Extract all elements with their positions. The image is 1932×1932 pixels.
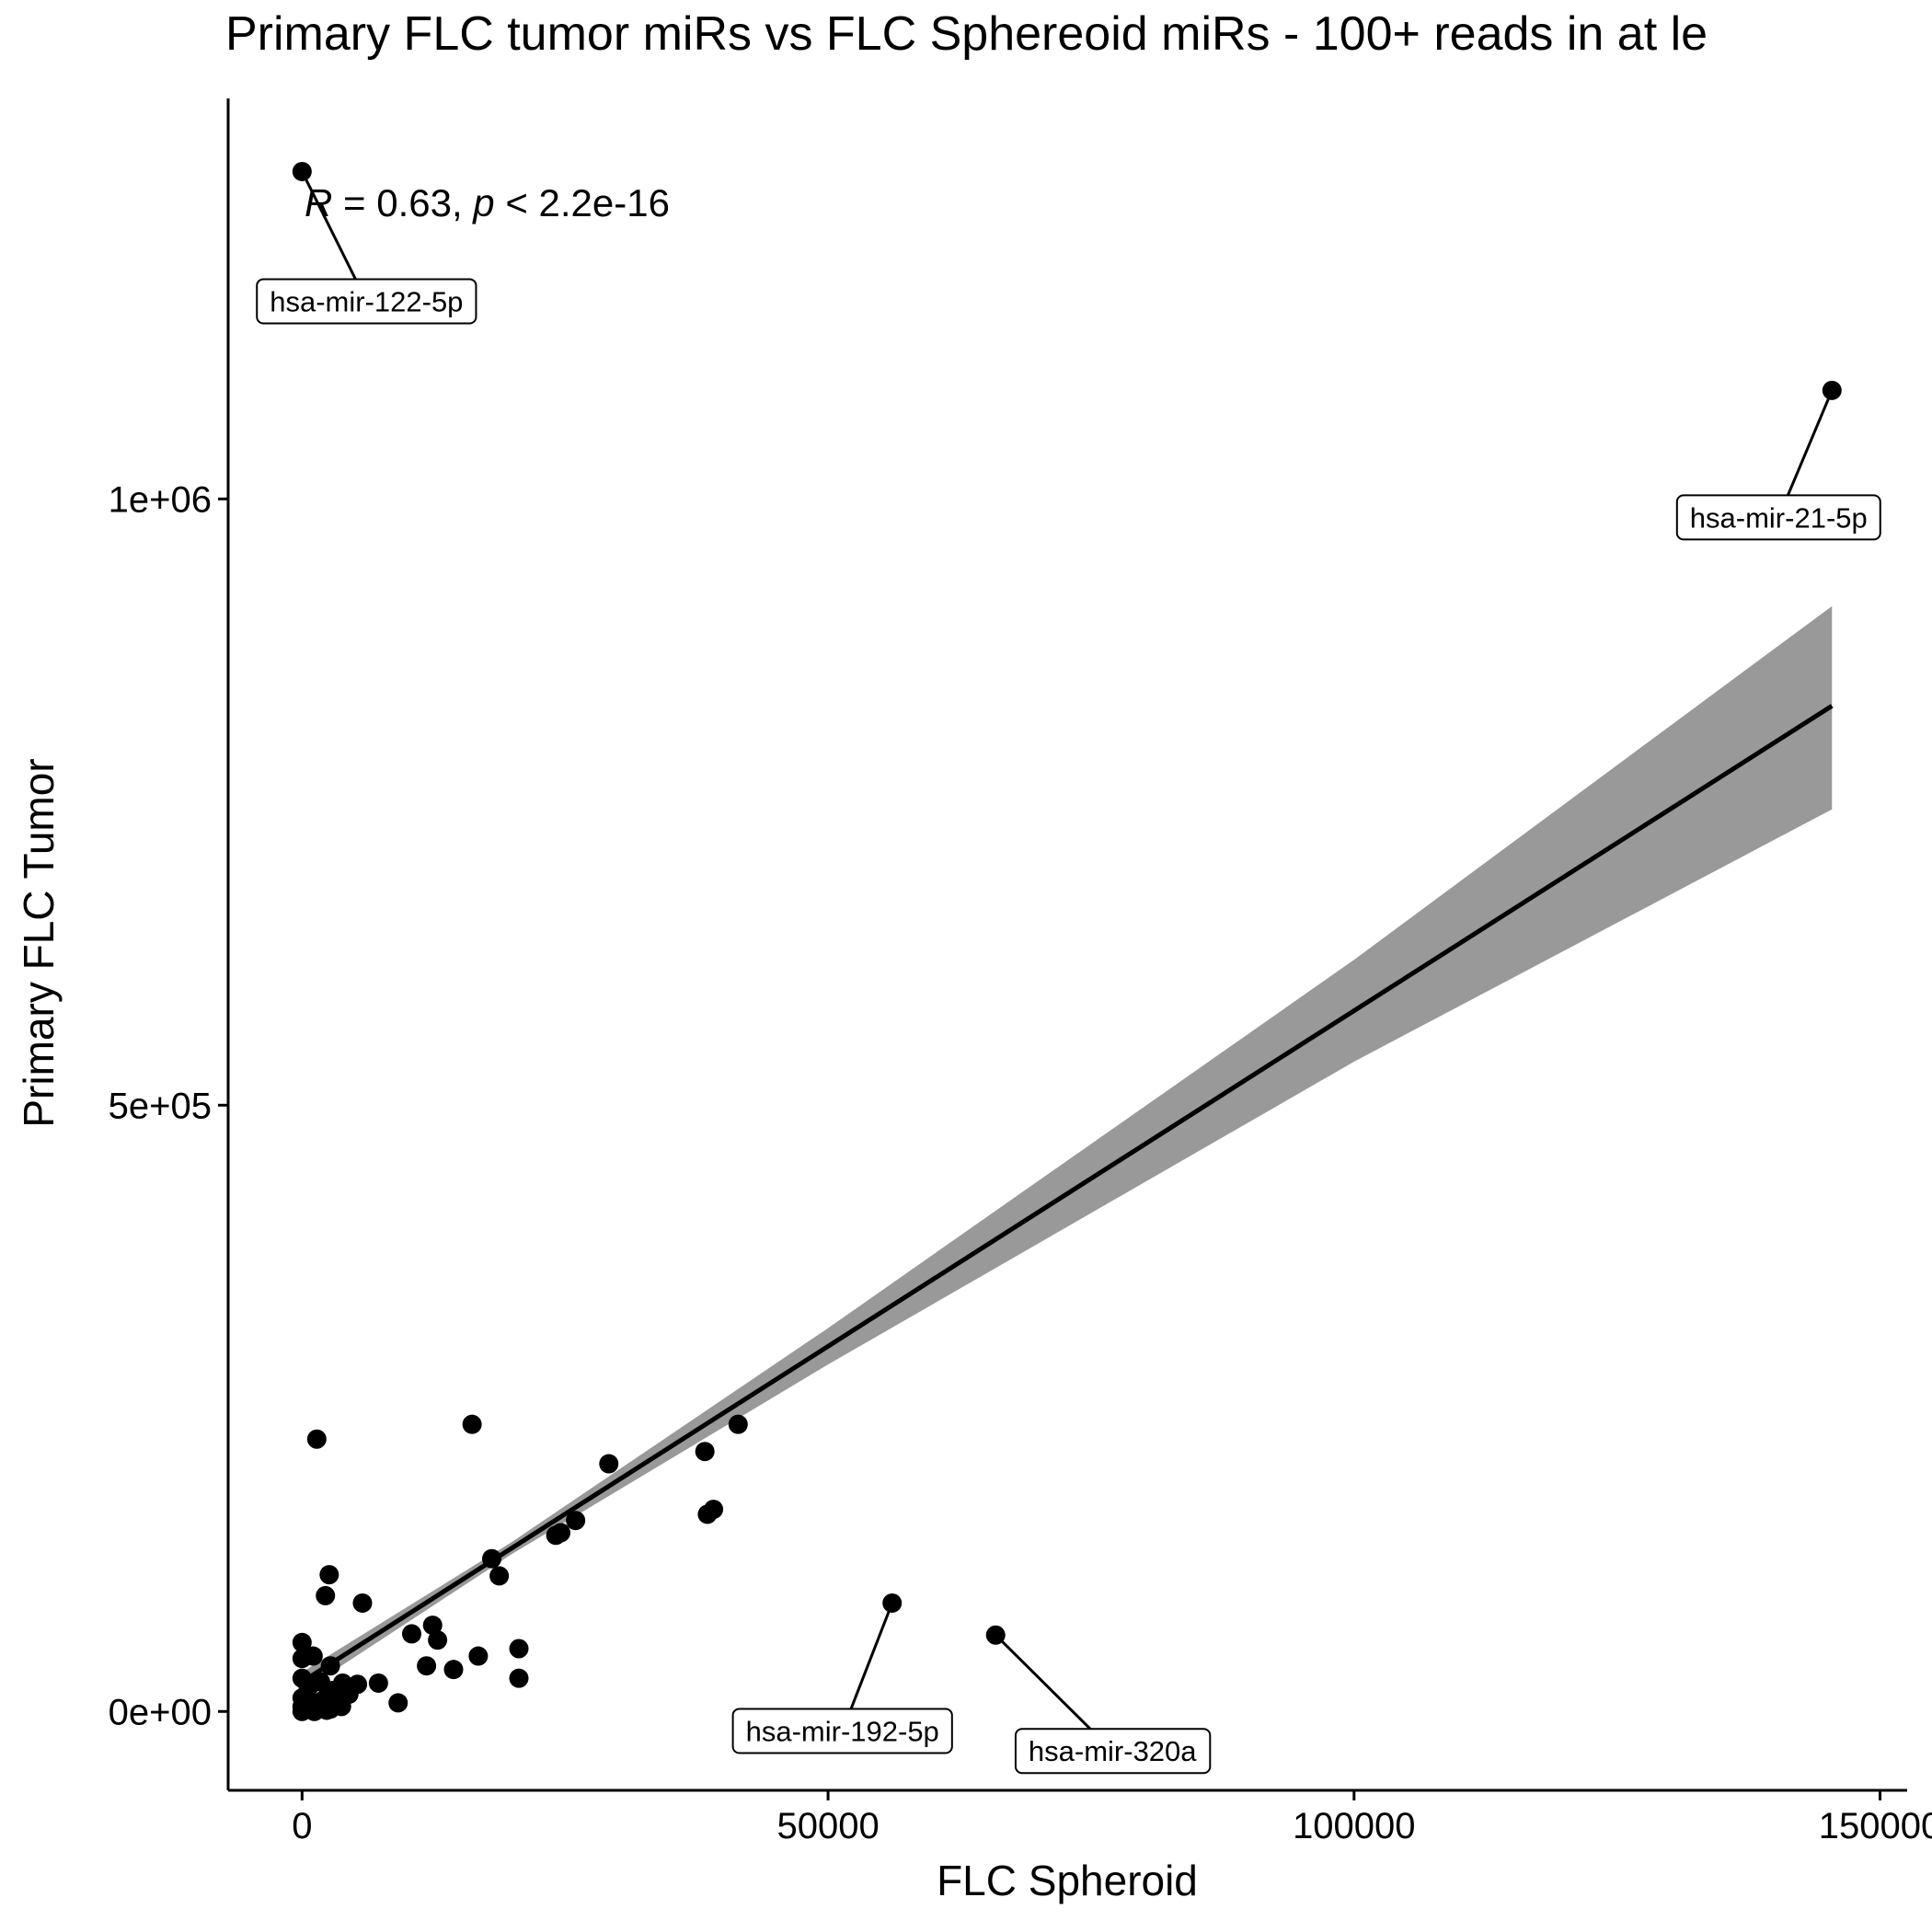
annotation-part: < 2.2e-16: [495, 181, 670, 224]
point: [292, 1649, 312, 1669]
point: [697, 1504, 718, 1524]
point: [319, 1565, 339, 1585]
y-tick-label: 5e+05: [109, 1086, 212, 1126]
point: [306, 1429, 327, 1449]
point: [695, 1442, 715, 1462]
label-box: [1014, 1728, 1212, 1775]
chart-title: Primary FLC tumor miRs vs FLC Sphereoid …: [225, 7, 1708, 61]
point: [728, 1414, 748, 1434]
x-tick-label: 150000: [1819, 1806, 1932, 1846]
annotation-part: R: [305, 181, 332, 224]
point: [422, 1616, 443, 1636]
annotation-part: = 0.63,: [332, 181, 473, 224]
point-label: hsa-mir-122-5p: [270, 285, 463, 317]
point: [292, 1632, 312, 1652]
regression-line: [300, 704, 1834, 1685]
x-tick-label: 50000: [776, 1806, 879, 1846]
x-tick-label: 0: [292, 1806, 312, 1846]
x-tick-label: 100000: [1293, 1806, 1415, 1846]
point: [599, 1454, 619, 1474]
point: [566, 1511, 586, 1531]
point: [489, 1566, 510, 1586]
point: [462, 1414, 482, 1434]
point: [546, 1525, 566, 1546]
point: [301, 1694, 321, 1714]
point-label: hsa-mir-320a: [1029, 1735, 1197, 1767]
point: [368, 1673, 388, 1693]
correlation-annotation: R = 0.63, p < 2.2e-16: [305, 181, 670, 224]
point: [468, 1646, 489, 1666]
point: [316, 1700, 337, 1720]
x-axis-title: FLC Spheroid: [937, 1857, 1198, 1904]
label-box: [256, 278, 477, 325]
point: [316, 1585, 336, 1605]
point: [352, 1593, 373, 1613]
point: [509, 1668, 529, 1688]
point: [482, 1548, 502, 1569]
point: [428, 1630, 448, 1650]
y-tick-label: 1e+06: [109, 479, 212, 520]
point: [388, 1693, 408, 1713]
point: [509, 1639, 529, 1659]
confidence-band: [302, 605, 1833, 1692]
point-label: hsa-mir-21-5p: [1690, 501, 1868, 534]
y-axis-title: Primary FLC Tumor: [15, 758, 63, 1127]
point-label: hsa-mir-192-5p: [746, 1715, 939, 1747]
point: [320, 1656, 340, 1676]
label-box: [1675, 494, 1881, 541]
point: [401, 1624, 421, 1644]
point: [331, 1696, 351, 1717]
annotation-part: p: [471, 181, 494, 224]
label-box: [731, 1708, 953, 1754]
point: [417, 1656, 437, 1676]
point: [443, 1660, 464, 1680]
y-tick-label: 0e+00: [109, 1692, 212, 1732]
